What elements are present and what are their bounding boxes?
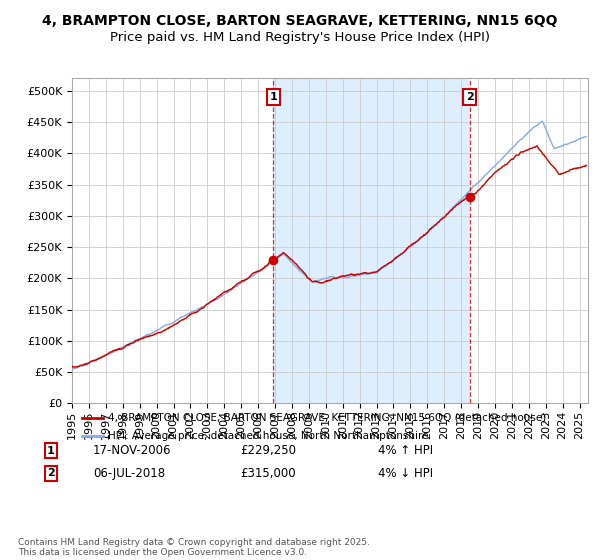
Text: 2: 2 — [47, 468, 55, 478]
Text: Contains HM Land Registry data © Crown copyright and database right 2025.
This d: Contains HM Land Registry data © Crown c… — [18, 538, 370, 557]
Text: 4, BRAMPTON CLOSE, BARTON SEAGRAVE, KETTERING, NN15 6QQ (detached house): 4, BRAMPTON CLOSE, BARTON SEAGRAVE, KETT… — [108, 413, 547, 423]
Text: 4% ↑ HPI: 4% ↑ HPI — [378, 444, 433, 458]
Text: £315,000: £315,000 — [240, 466, 296, 480]
Text: £229,250: £229,250 — [240, 444, 296, 458]
Text: 4% ↓ HPI: 4% ↓ HPI — [378, 466, 433, 480]
Text: 1: 1 — [47, 446, 55, 456]
Text: 06-JUL-2018: 06-JUL-2018 — [93, 466, 165, 480]
Bar — [274, 78, 470, 403]
Text: Price paid vs. HM Land Registry's House Price Index (HPI): Price paid vs. HM Land Registry's House … — [110, 31, 490, 44]
Text: 2: 2 — [466, 92, 473, 102]
Text: 4, BRAMPTON CLOSE, BARTON SEAGRAVE, KETTERING, NN15 6QQ: 4, BRAMPTON CLOSE, BARTON SEAGRAVE, KETT… — [42, 14, 558, 28]
Text: 17-NOV-2006: 17-NOV-2006 — [93, 444, 172, 458]
Text: HPI: Average price, detached house, North Northamptonshire: HPI: Average price, detached house, Nort… — [108, 431, 428, 441]
Text: 1: 1 — [269, 92, 277, 102]
